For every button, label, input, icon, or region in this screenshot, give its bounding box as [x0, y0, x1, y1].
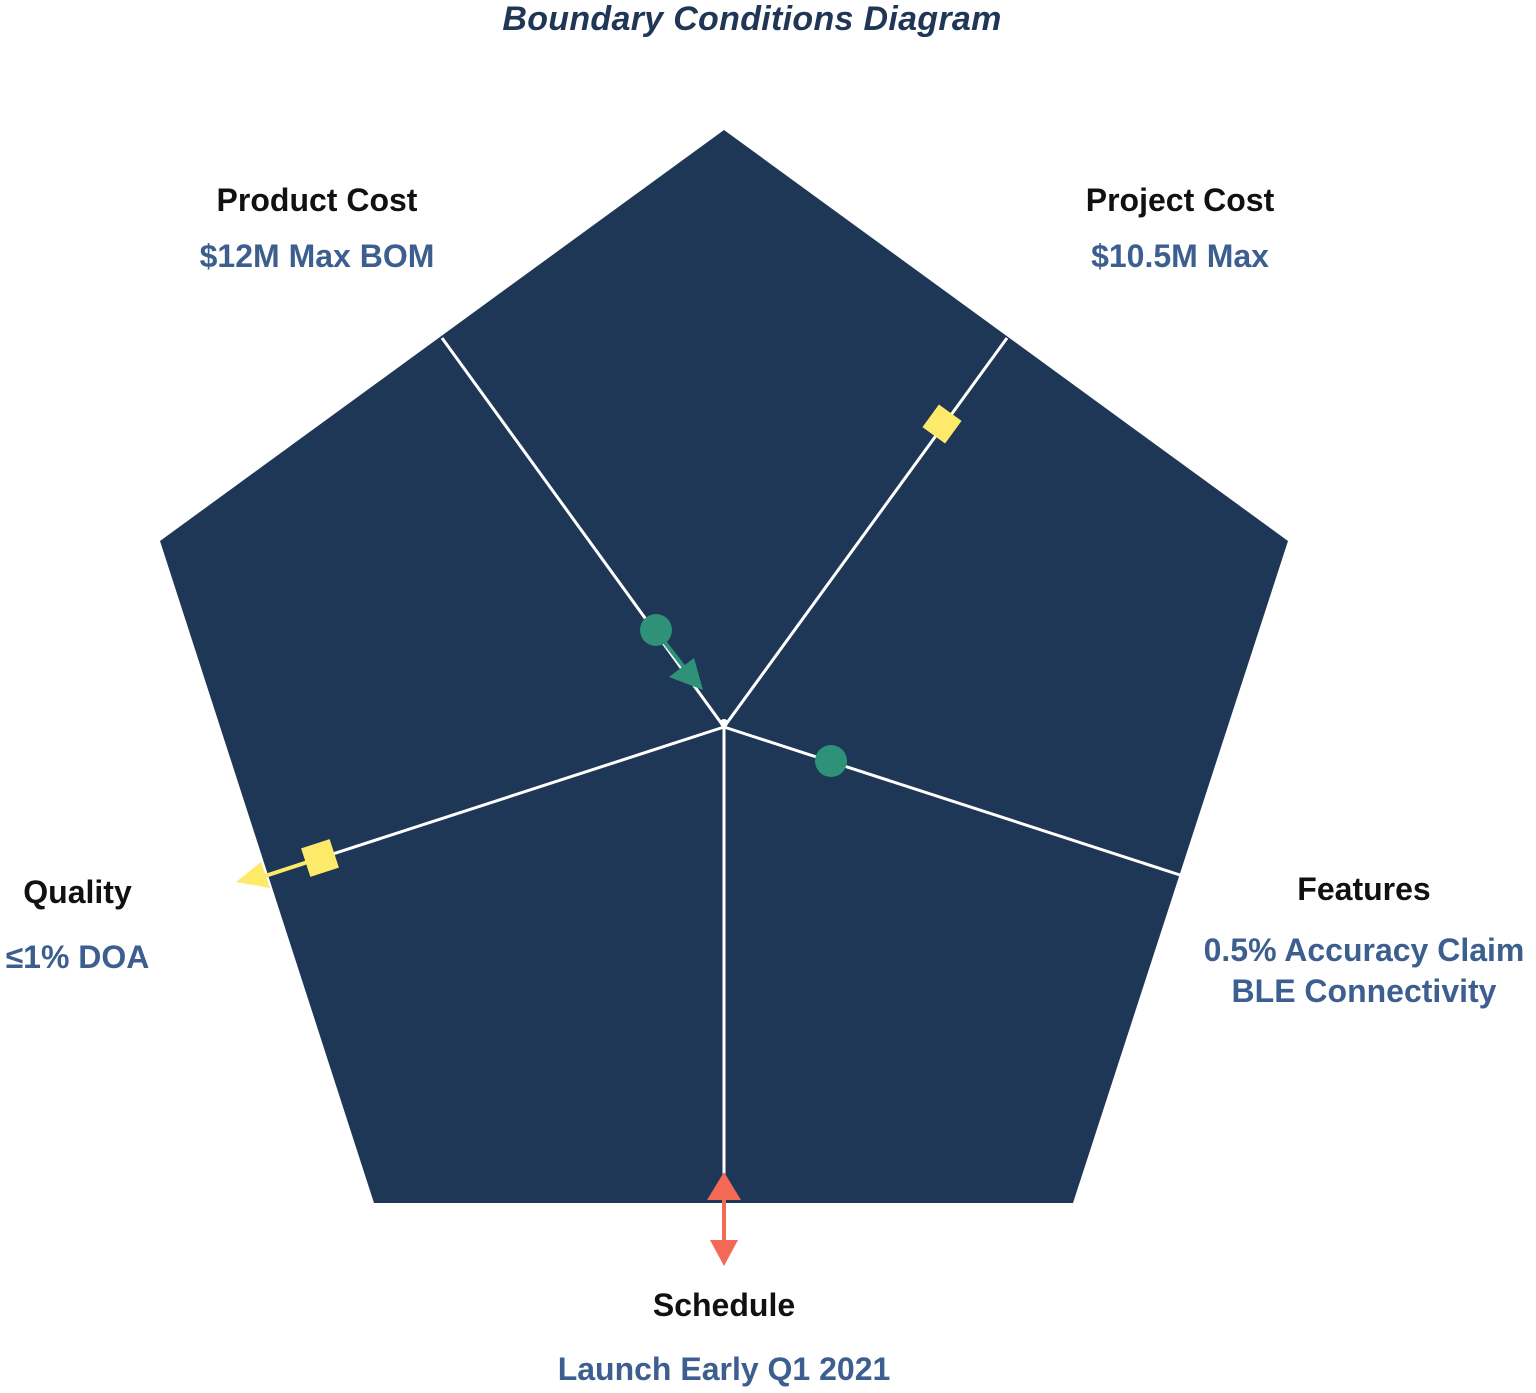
axis-name-quality: Quality	[23, 874, 132, 910]
axis-name-product-cost: Product Cost	[216, 182, 418, 218]
constraint-schedule: Launch Early Q1 2021	[557, 1351, 891, 1387]
axis-name-features: Features	[1297, 871, 1431, 907]
axis-line-project-cost	[722, 337, 1009, 728]
axis-line-quality	[267, 725, 725, 877]
up-arrow-icon	[707, 1172, 741, 1200]
label-features: Features 0.5% Accuracy Claim BLE Connect…	[1193, 873, 1535, 1012]
axis-name-project-cost: Project Cost	[1085, 182, 1275, 218]
yellow-square-marker-project-cost	[922, 404, 962, 444]
arrowhead-icon	[669, 658, 703, 690]
constraint-quality: ≤1% DOA	[5, 939, 150, 975]
axis-line-product-cost	[440, 337, 726, 728]
axis-name-schedule: Schedule	[652, 1287, 796, 1323]
axis-line-features	[723, 725, 1181, 877]
down-arrow-icon	[710, 1240, 738, 1266]
axis-lines	[267, 337, 1181, 1203]
label-quality: Quality ≤1% DOA	[0, 876, 155, 973]
yellow-square-marker-quality	[301, 839, 339, 877]
constraint-product-cost: $12M Max BOM	[199, 238, 435, 274]
quality-marker	[236, 839, 339, 888]
center-point	[720, 719, 728, 727]
constraint-project-cost: $10.5M Max	[1091, 238, 1269, 274]
product-cost-marker	[640, 614, 703, 690]
label-product-cost: Product Cost $12M Max BOM	[167, 184, 467, 272]
label-project-cost: Project Cost $10.5M Max	[1030, 184, 1330, 272]
constraint-features-line-1: 0.5% Accuracy Claim	[1203, 932, 1525, 968]
green-circle-marker-features	[815, 745, 847, 777]
label-schedule: Schedule Launch Early Q1 2021	[474, 1289, 974, 1385]
pentagon-background	[160, 130, 1288, 1203]
schedule-marker	[707, 1172, 741, 1266]
constraint-features-line-2: BLE Connectivity	[1231, 973, 1497, 1009]
arrowhead-icon	[236, 862, 270, 888]
diagram-title: Boundary Conditions Diagram	[502, 0, 1002, 38]
green-circle-marker	[640, 614, 672, 646]
constraint-features: 0.5% Accuracy Claim BLE Connectivity	[1193, 930, 1535, 1012]
